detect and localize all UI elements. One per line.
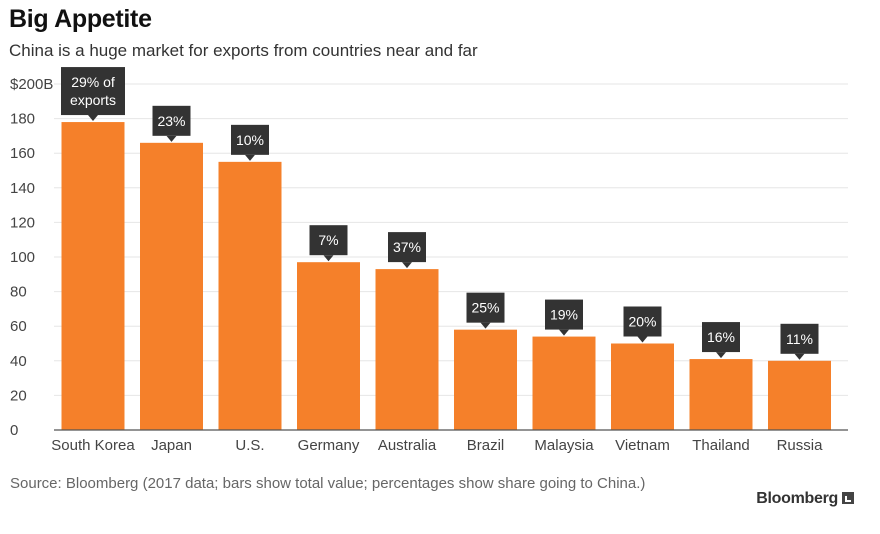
x-tick-label: Russia [777, 437, 824, 454]
annotation-box [623, 306, 662, 337]
annotation-pointer [323, 255, 334, 262]
data-label: 7% [318, 232, 338, 248]
bar [375, 269, 439, 430]
bar [768, 360, 831, 430]
annotation-box [466, 292, 505, 323]
data-label: 37% [393, 239, 421, 255]
bar [297, 262, 360, 430]
bar [454, 329, 517, 430]
annotation-box [545, 299, 583, 330]
annotation-box [702, 322, 740, 353]
data-label: 19% [550, 307, 578, 323]
data-label: exports [70, 92, 116, 108]
bar [532, 336, 596, 430]
y-tick-label: 80 [10, 284, 27, 301]
bar-chart: 0 20 40 60 80 100 120 140 160 180 $200B South Korea… [10, 67, 848, 454]
y-tick-label: 140 [10, 180, 35, 197]
y-tick-label: 60 [10, 318, 27, 335]
bar [611, 343, 674, 430]
annotation-pointer [480, 322, 491, 329]
x-tick-label: Malaysia [534, 437, 594, 454]
y-tick-label: 120 [10, 214, 35, 231]
data-label: 25% [471, 300, 499, 316]
annotation-pointer [245, 154, 255, 161]
bloomberg-chart-icon [842, 492, 854, 504]
data-label: 23% [157, 113, 185, 129]
bar [61, 122, 125, 430]
bar [689, 359, 753, 430]
x-tick-label: Japan [151, 437, 192, 454]
x-tick-label: South Korea [51, 437, 135, 454]
annotation-box [780, 323, 819, 354]
x-tick-label: Brazil [467, 437, 505, 454]
x-tick-label: Australia [378, 437, 437, 454]
annotation-box [388, 232, 426, 263]
bar [140, 142, 203, 430]
data-label: 10% [236, 132, 264, 148]
chart-title: Big Appetite [9, 5, 152, 33]
annotation-box [61, 67, 125, 116]
y-tick-label: $200B [10, 76, 53, 93]
annotation-pointer [402, 262, 412, 269]
annotation-pointer [716, 352, 726, 359]
x-tick-label: U.S. [235, 437, 264, 454]
annotation-pointer [637, 336, 648, 343]
chart-subtitle: China is a huge market for exports from … [9, 41, 478, 60]
data-label: 20% [628, 314, 656, 330]
annotation-pointer [88, 115, 98, 122]
data-label: 11% [786, 331, 813, 347]
brand-logo: Bloomberg [756, 490, 854, 508]
brand-name: Bloomberg [756, 490, 838, 507]
x-tick-label: Thailand [692, 437, 750, 454]
bar [218, 161, 282, 430]
annotation-pointer [794, 353, 805, 360]
annotation-box [152, 105, 191, 136]
y-tick-label: 100 [10, 249, 35, 266]
y-tick-label: 20 [10, 387, 27, 404]
annotation-pointer [166, 135, 177, 142]
y-tick-label: 180 [10, 111, 35, 128]
y-tick-label: 40 [10, 353, 27, 370]
data-label: 29% of [71, 74, 115, 90]
y-tick-label: 0 [10, 422, 18, 439]
x-tick-label: Germany [298, 437, 360, 454]
y-tick-label: 160 [10, 145, 35, 162]
data-label: 16% [707, 329, 735, 345]
annotation-box [309, 225, 348, 256]
x-tick-label: Vietnam [615, 437, 670, 454]
annotation-box [231, 124, 269, 155]
annotation-pointer [559, 329, 569, 336]
source-note: Source: Bloomberg (2017 data; bars show … [10, 475, 646, 492]
